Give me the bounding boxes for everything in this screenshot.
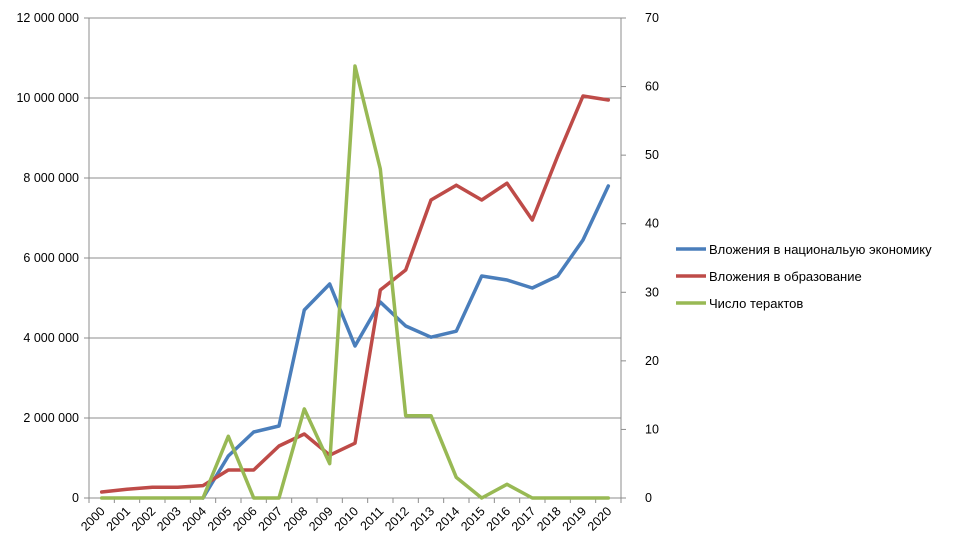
x-tick-label: 2017 [509, 504, 539, 534]
x-tick-label: 2005 [205, 504, 235, 534]
left-tick-label: 8 000 000 [23, 171, 79, 185]
x-tick-label: 2014 [433, 504, 463, 534]
left-tick-label: 10 000 000 [16, 91, 79, 105]
series-line-2 [99, 94, 611, 494]
x-tick-label: 2007 [256, 504, 286, 534]
legend-label: Число терактов [709, 296, 803, 311]
x-tick-label: 2018 [534, 504, 564, 534]
left-tick-label: 12 000 000 [16, 11, 79, 25]
x-axis-tick-labels: 2000200120022003200420052006200720082009… [78, 504, 614, 534]
right-tick-label: 20 [645, 354, 659, 368]
x-tick-label: 2012 [382, 504, 412, 534]
left-tick-label: 4 000 000 [23, 331, 79, 345]
x-tick-label: 2019 [560, 504, 590, 534]
x-tick-label: 2001 [104, 504, 134, 534]
series-line-3 [99, 64, 611, 500]
x-tick-label: 2009 [306, 504, 336, 534]
left-tick-label: 2 000 000 [23, 411, 79, 425]
x-tick-label: 2008 [281, 504, 311, 534]
x-tick-label: 2016 [484, 504, 514, 534]
x-tick-label: 2013 [408, 504, 438, 534]
x-tick-label: 2000 [78, 504, 108, 534]
x-tick-label: 2003 [154, 504, 184, 534]
x-tick-label: 2011 [358, 504, 387, 533]
series-lines [99, 64, 611, 500]
gridlines [89, 17, 621, 419]
x-tick-label: 2004 [180, 504, 210, 534]
x-tick-label: 2006 [230, 504, 260, 534]
left-tick-label: 6 000 000 [23, 251, 79, 265]
right-tick-label: 40 [645, 217, 659, 231]
right-axis-tick-labels: 0 10 20 30 40 50 60 70 [645, 11, 659, 505]
left-axis-tick-labels: 0 2 000 000 4 000 000 6 000 000 8 000 000 10 … [16, 11, 79, 505]
right-tick-label: 0 [645, 491, 652, 505]
right-tick-label: 30 [645, 285, 659, 299]
legend: Вложения в национальую экономику Вложения… [676, 242, 932, 311]
x-tick-label: 2002 [129, 504, 159, 534]
x-tick-label: 2015 [458, 504, 488, 534]
legend-label: Вложения в национальую экономику [709, 242, 932, 257]
right-tick-label: 70 [645, 11, 659, 25]
right-tick-label: 60 [645, 80, 659, 94]
series-line-1 [201, 184, 611, 500]
x-tick-label: 2020 [585, 504, 615, 534]
right-tick-label: 50 [645, 148, 659, 162]
right-tick-label: 10 [645, 422, 659, 436]
left-tick-label: 0 [72, 491, 79, 505]
legend-label: Вложения в образование [709, 269, 862, 284]
x-tick-label: 2010 [332, 504, 362, 534]
